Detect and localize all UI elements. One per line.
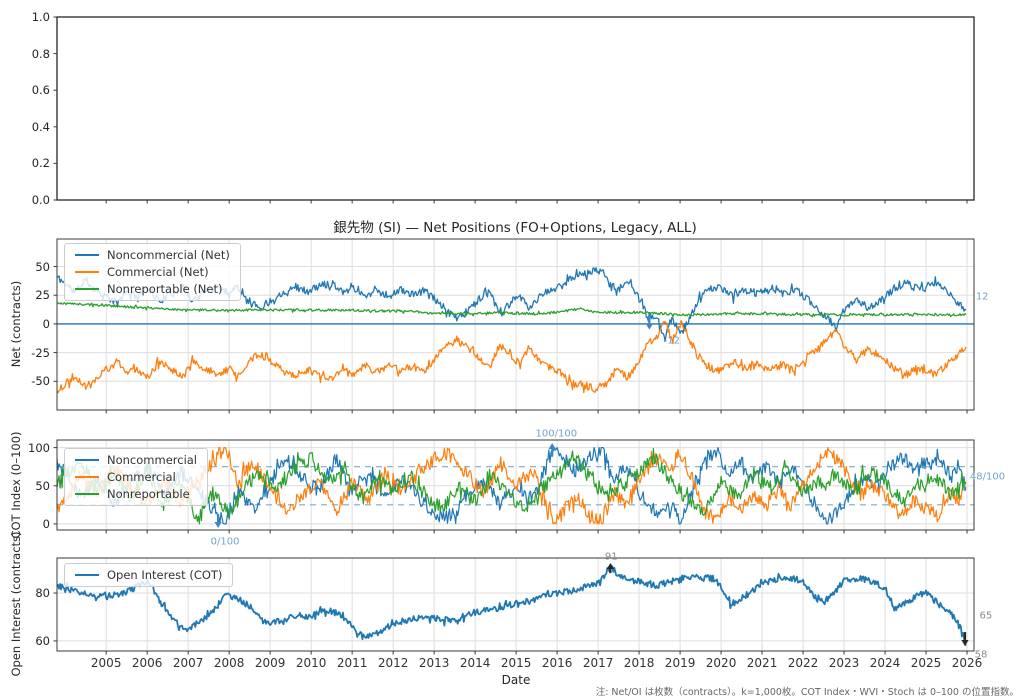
y-tick-label: 0.8 [31,46,50,61]
annotation-58: 58 [974,649,988,661]
x-tick-label: 2006 [131,656,163,670]
x-tick-label: 2023 [828,656,860,670]
legend-cot-index: Noncommercial Commercial Nonreportable [64,448,209,506]
line-swatch-noncommercial [75,254,99,256]
line-swatch-commercial [75,271,99,273]
chart-footnote: 注: Net/OI は枚数（contracts）。k=1,000枚。COT In… [595,687,1019,698]
y-axis-label-cot-index: COT Index (0–100) [9,431,23,539]
x-tick-label: 2007 [172,656,204,670]
legend-item-commercial-idx: Commercial [75,470,197,484]
x-tick-label: 2026 [951,656,983,670]
y-axis-label-open-interest: Open Interest (contracts) [9,531,23,677]
legend-item-commercial-net: Commercial (Net) [75,265,230,279]
legend-item-open-interest: Open Interest (COT) [75,568,222,582]
x-tick-label: 2013 [418,656,450,670]
annotation-91: 91 [604,551,618,563]
y-tick-label: 25 [35,288,50,303]
x-tick-label: 2015 [500,656,532,670]
annotation-0-100: 0/100 [210,536,240,548]
y-tick-label: 0 [42,316,50,331]
x-tick-label: 2024 [869,656,901,670]
legend-item-nonreportable-net: Nonreportable (Net) [75,282,230,296]
legend-label-commercial-idx: Commercial [107,470,176,484]
x-tick-label: 2010 [295,656,327,670]
y-tick-label: 60 [35,633,50,648]
line-swatch-noncommercial [75,459,99,461]
legend-label-nonreportable-net: Nonreportable (Net) [107,282,223,296]
y-tick-label: -50 [31,374,50,389]
x-tick-label: 2009 [254,656,286,670]
y-tick-label: 0.2 [31,156,50,171]
legend-item-noncommercial-net: Noncommercial (Net) [75,248,230,262]
legend-label-noncommercial-idx: Noncommercial [107,453,198,467]
annotation-12: 12 [975,291,989,303]
x-axis-label-date: Date [501,673,531,687]
legend-open-interest: Open Interest (COT) [64,563,234,587]
y-axis-label-net: Net (contracts) [9,280,23,368]
y-tick-label: 80 [35,585,50,600]
y-tick-label: 100 [28,440,50,455]
x-tick-label: 2025 [910,656,942,670]
legend-item-noncommercial-idx: Noncommercial [75,453,197,467]
x-tick-label: 2017 [582,656,614,670]
x-tick-label: 2022 [787,656,819,670]
legend-label-open-interest: Open Interest (COT) [107,568,223,582]
legend-item-nonreportable-idx: Nonreportable [75,487,197,501]
line-swatch-commercial [75,476,99,478]
y-tick-label: 0.4 [31,119,50,134]
x-tick-label: 2016 [541,656,573,670]
chart-title: 銀先物 (SI) — Net Positions (FO+Options, Le… [333,220,697,236]
annotation-48-100: 48/100 [969,471,1006,483]
line-swatch-nonreportable [75,493,99,495]
line-swatch-open-interest [75,574,99,576]
y-tick-label: 0.6 [31,83,50,98]
annotation-100-100: 100/100 [535,428,578,440]
x-tick-label: 2020 [705,656,737,670]
y-tick-label: 0.0 [31,193,50,207]
x-tick-label: 2014 [459,656,491,670]
x-tick-label: 2011 [336,656,368,670]
y-tick-label: 1.0 [31,10,50,24]
y-tick-label: 50 [35,259,50,274]
legend-label-commercial-net: Commercial (Net) [107,265,209,279]
line-swatch-nonreportable [75,288,99,290]
legend-net-positions: Noncommercial (Net) Commercial (Net) Non… [64,243,241,301]
y-tick-label: 50 [35,478,50,493]
y-tick-label: 0 [42,516,50,531]
x-tick-label: 2005 [90,656,122,670]
x-tick-label: 2021 [746,656,778,670]
y-tick-label: -25 [31,345,50,360]
x-tick-label: 2012 [377,656,409,670]
annotation-65: 65 [979,610,993,622]
annotation--12: -12 [663,335,681,347]
x-tick-label: 2019 [664,656,696,670]
legend-label-nonreportable-idx: Nonreportable [107,487,190,501]
x-tick-label: 2008 [213,656,245,670]
legend-label-noncommercial-net: Noncommercial (Net) [107,248,230,262]
x-tick-label: 2018 [623,656,655,670]
